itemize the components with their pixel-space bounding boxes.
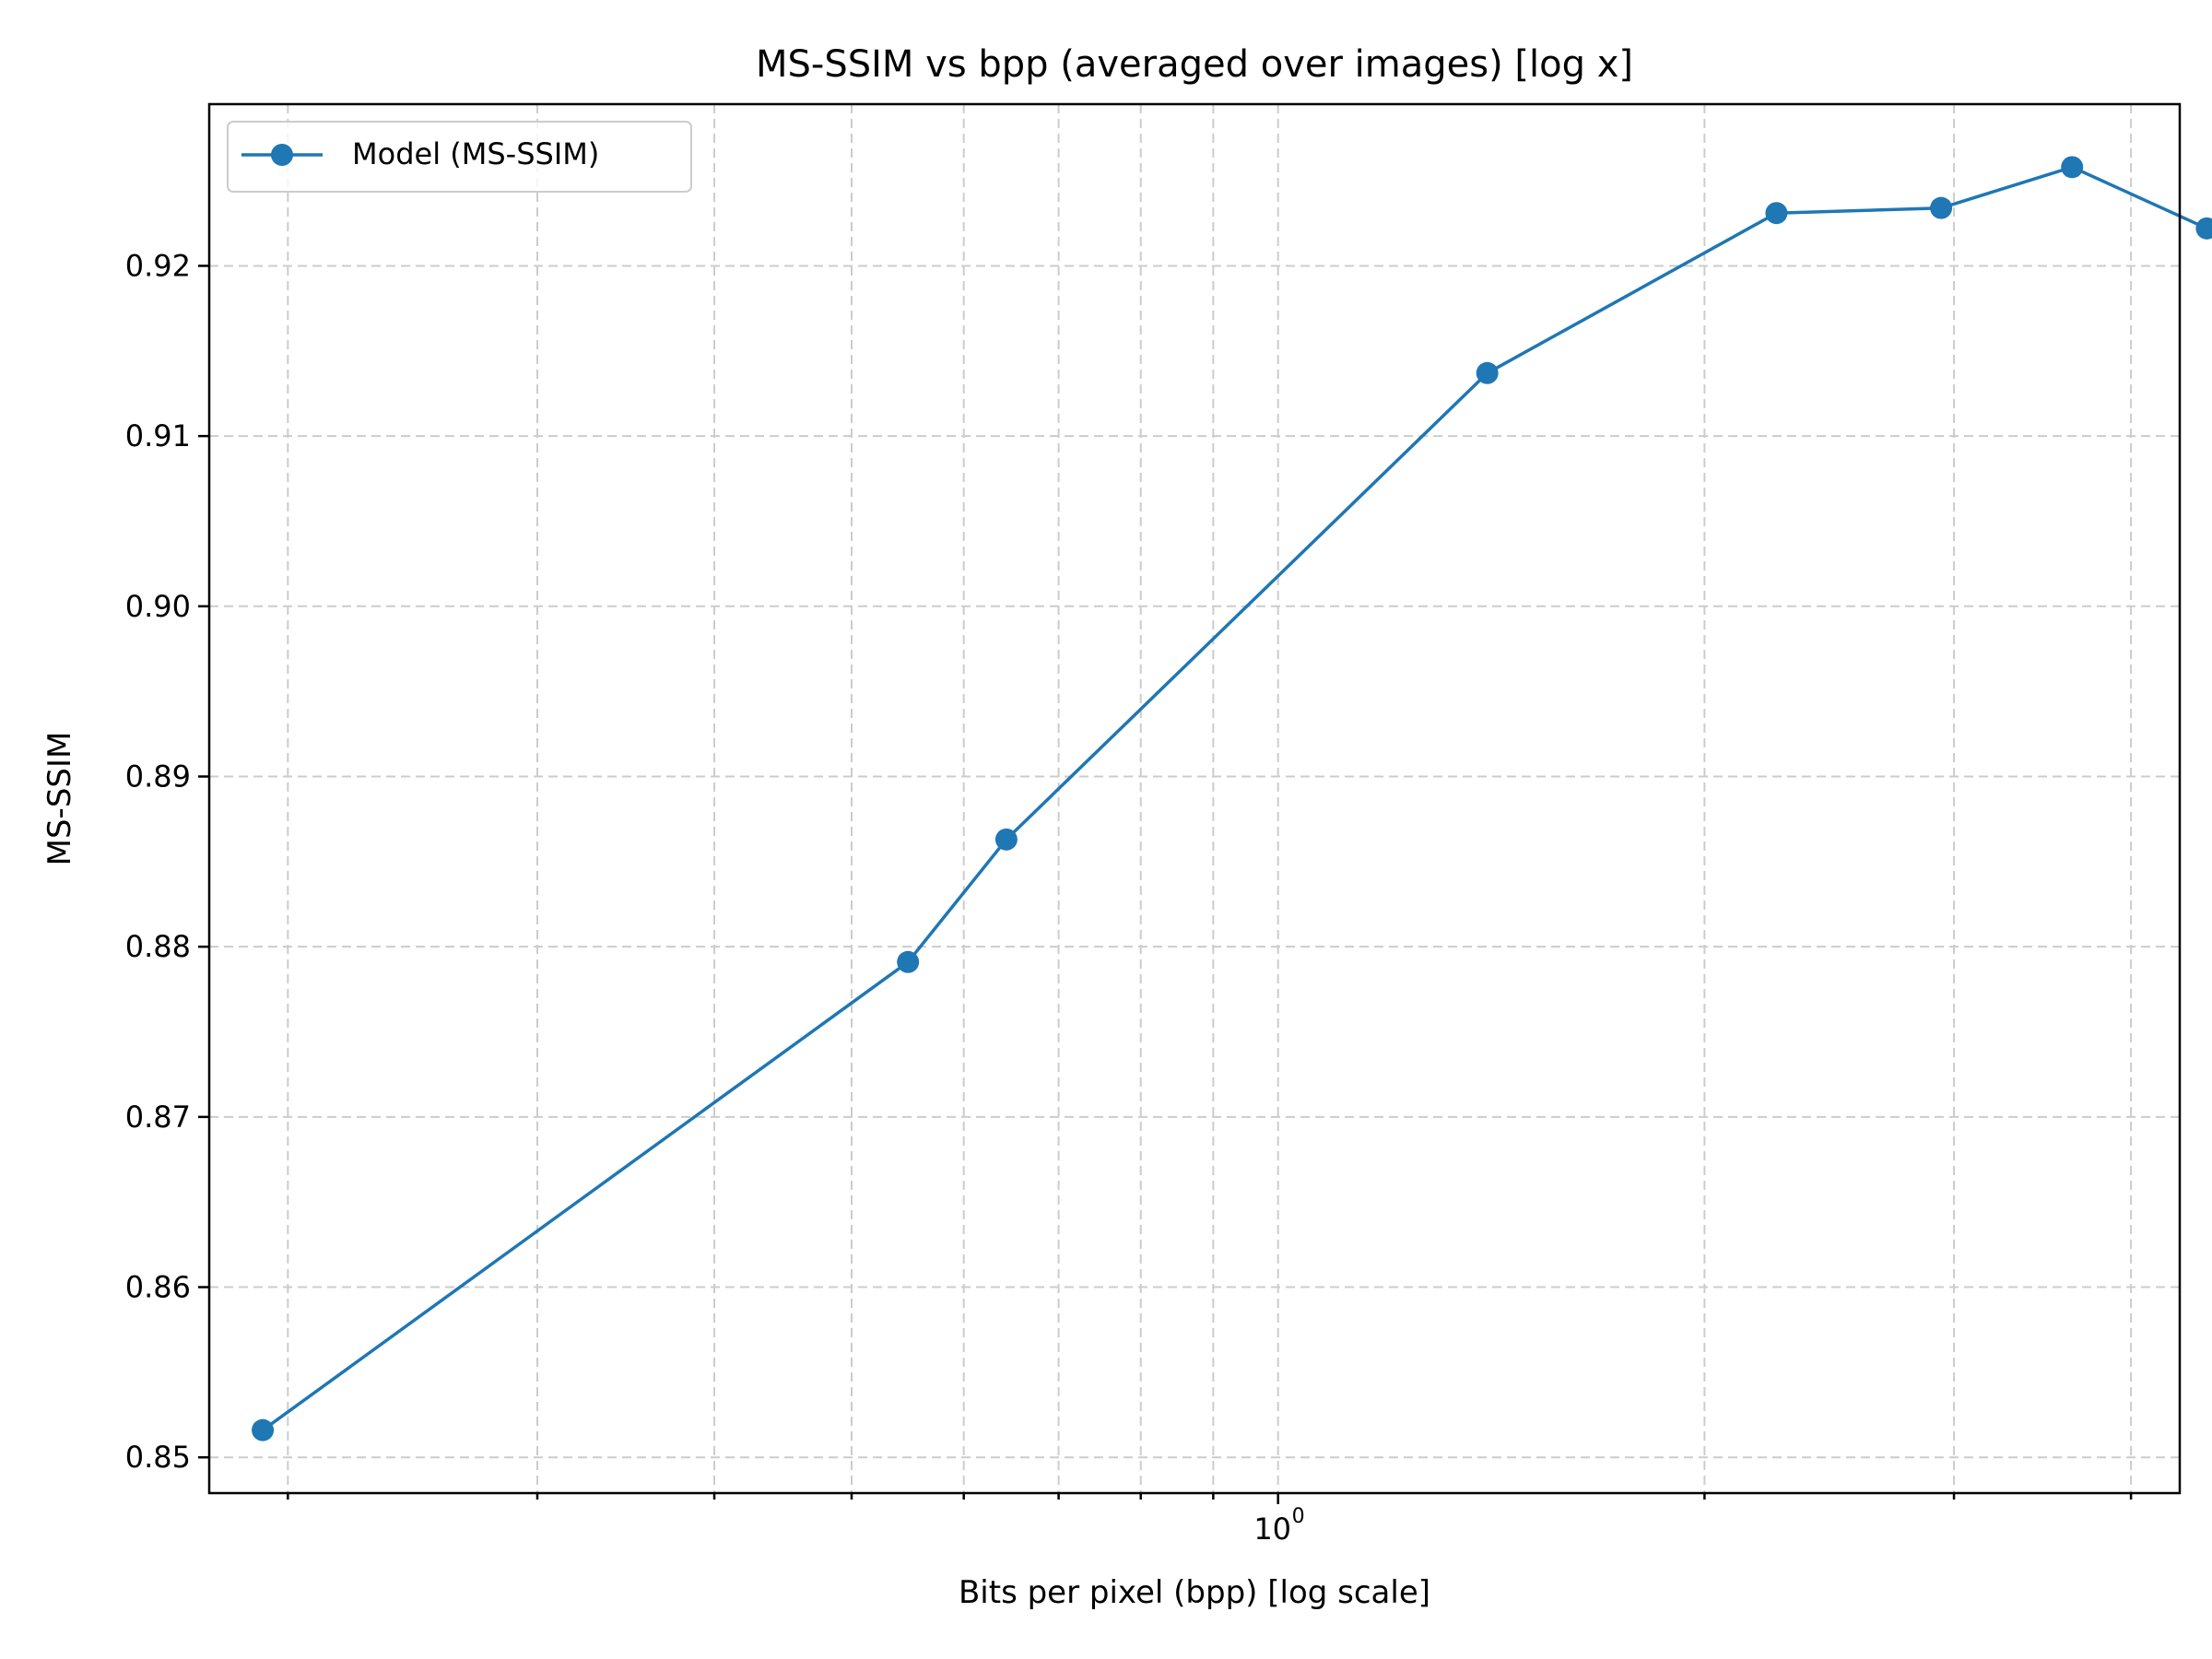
y-tick-label: 0.91 (125, 418, 191, 453)
data-point (1765, 202, 1788, 225)
data-point (2195, 217, 2212, 240)
chart-title: MS-SSIM vs bpp (averaged over images) [l… (756, 43, 1633, 86)
data-point (252, 1418, 275, 1441)
legend: Model (MS-SSIM) (227, 121, 692, 193)
y-tick-label: 0.88 (125, 929, 191, 964)
series-line-model (262, 165, 2208, 1432)
y-tick-label: 0.86 (125, 1270, 191, 1305)
y-tick-label: 0.92 (125, 248, 191, 283)
y-tick-label: 0.85 (125, 1440, 191, 1475)
grid (209, 104, 2180, 1493)
data-point (2061, 156, 2084, 179)
y-axis-label: MS-SSIM (41, 732, 78, 866)
ticks: 10 0 0.85 0.86 0.87 0.88 0.89 0.90 0.91 0.92 (125, 248, 2133, 1547)
data-point (897, 950, 920, 973)
data-point (1930, 196, 1953, 219)
y-tick-label: 0.90 (125, 589, 191, 624)
y-tick-label: 0.89 (125, 759, 191, 794)
x-tick-label-base: 10 (1253, 1512, 1291, 1547)
data-point (1476, 361, 1499, 384)
plot-frame (207, 102, 2182, 1495)
legend-entry-model: Model (MS-SSIM) (352, 136, 599, 171)
y-tick-label: 0.87 (125, 1100, 191, 1135)
series-layer (252, 156, 2212, 1441)
legend-box (227, 121, 692, 193)
data-point (994, 828, 1018, 851)
x-axis-label: Bits per pixel (bpp) [log scale] (959, 1574, 1430, 1611)
x-tick-label-exponent: 0 (1292, 1505, 1305, 1528)
legend-marker-swatch (271, 144, 293, 166)
